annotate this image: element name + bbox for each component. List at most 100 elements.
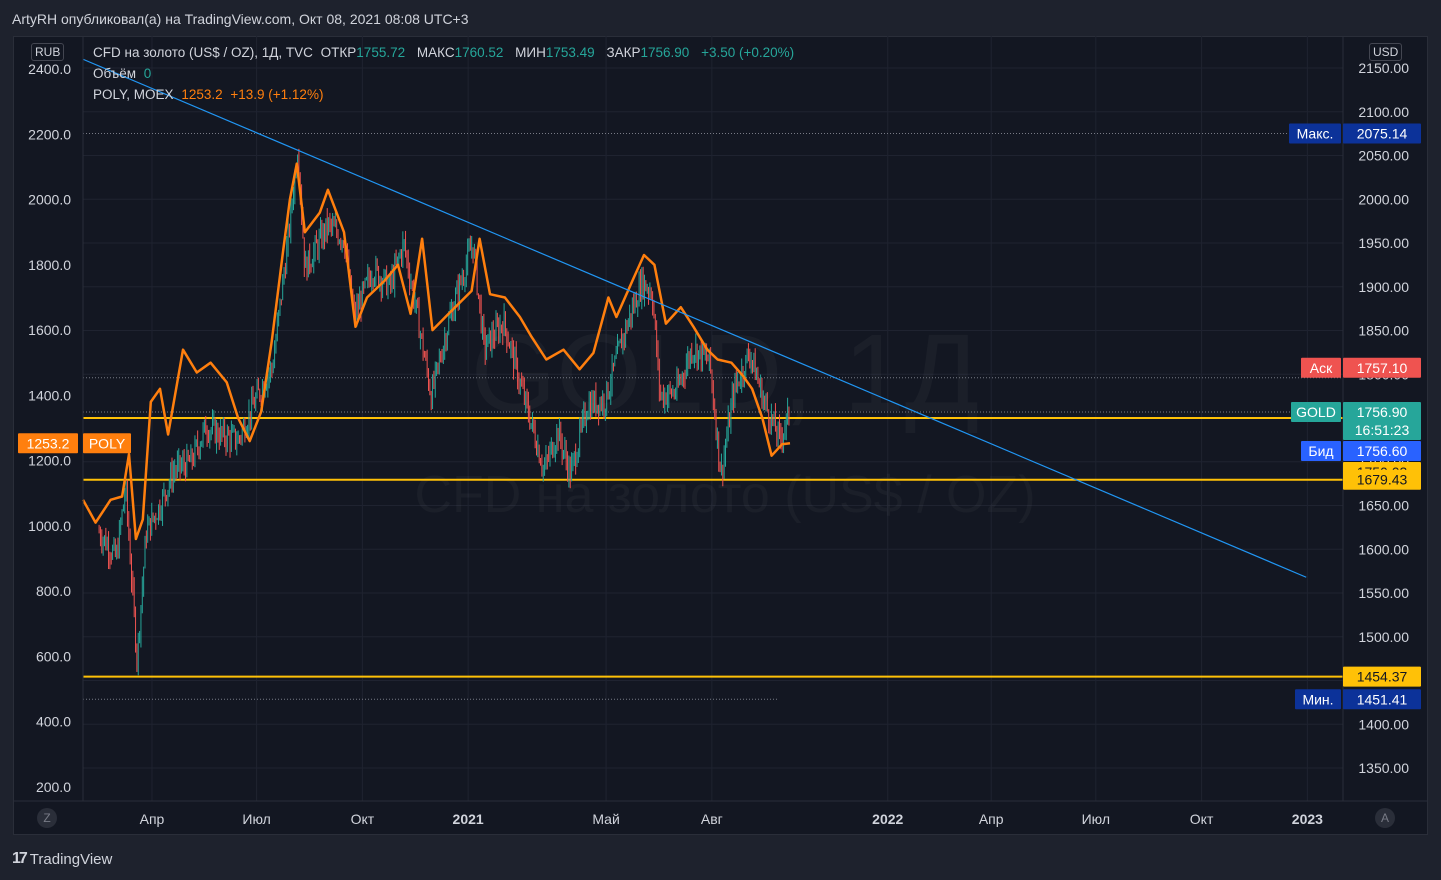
log-scale-toggle[interactable]: Z bbox=[37, 808, 57, 828]
left-axis-tick: 1600.0 bbox=[28, 322, 71, 338]
time-axis-tick: Авг bbox=[701, 811, 723, 827]
min-label: Мин. bbox=[1302, 691, 1333, 707]
time-axis-tick: 2023 bbox=[1292, 811, 1323, 827]
right-axis-tick: 1350.00 bbox=[1358, 760, 1409, 776]
tradingview-logo-icon: 17 bbox=[12, 850, 28, 867]
watermark-description: CFD на золото (US$ / OZ) bbox=[414, 466, 1035, 524]
right-axis-unit[interactable]: USD bbox=[1369, 43, 1403, 61]
legend-open-value: 1755.72 bbox=[356, 45, 406, 60]
left-axis-tick: 1400.0 bbox=[28, 387, 71, 403]
legend-poly-value: 1253.2 bbox=[181, 87, 223, 102]
right-axis-tick: 2150.00 bbox=[1358, 60, 1409, 76]
ask-label: Аск bbox=[1310, 360, 1333, 376]
legend-main[interactable]: CFD на золото (US$ / OZ), 1Д, TVC ОТКР17… bbox=[93, 45, 798, 60]
level2-value: 1679.43 bbox=[1357, 472, 1408, 488]
left-axis-tick: 2000.0 bbox=[28, 192, 71, 208]
max-value: 2075.14 bbox=[1357, 126, 1408, 142]
left-axis-tick: 1000.0 bbox=[28, 518, 71, 534]
poly-axis-label-bg bbox=[83, 433, 131, 454]
time-axis-tick: Апр bbox=[979, 811, 1004, 827]
time-axis-tick: 2021 bbox=[453, 811, 484, 827]
poly-axis-value: 1253.2 bbox=[27, 435, 70, 451]
legend-high-label: МАКС bbox=[416, 45, 455, 60]
left-axis-tick: 1800.0 bbox=[28, 257, 71, 273]
level2-value-bg bbox=[1343, 469, 1421, 490]
right-axis-tick: 1900.00 bbox=[1358, 279, 1409, 295]
left-axis-tick: 600.0 bbox=[36, 648, 71, 664]
ask-label-bg bbox=[1301, 357, 1341, 378]
bid-value: 1756.60 bbox=[1357, 443, 1408, 459]
legend-high-value: 1760.52 bbox=[454, 45, 504, 60]
max-label: Макс. bbox=[1297, 126, 1334, 142]
legend-open-label: ОТКР bbox=[320, 45, 357, 60]
min-value-bg bbox=[1343, 689, 1421, 710]
ask-value-bg bbox=[1343, 357, 1421, 378]
bid-label-bg bbox=[1301, 440, 1341, 461]
time-axis-tick: 2022 bbox=[872, 811, 903, 827]
legend-volume-value: 0 bbox=[143, 66, 152, 81]
level3-value: 1454.37 bbox=[1357, 669, 1408, 685]
bid-value-bg bbox=[1343, 440, 1421, 461]
time-axis-tick: Окт bbox=[351, 811, 375, 827]
right-axis-tick: 2050.00 bbox=[1358, 148, 1409, 164]
trend-line-segment bbox=[82, 58, 1307, 578]
gold-candles bbox=[98, 148, 790, 676]
trend-line[interactable] bbox=[82, 58, 1307, 578]
right-axis-tick: 1400.00 bbox=[1358, 716, 1409, 732]
time-axis-tick: Июл bbox=[242, 811, 270, 827]
watermark-symbol: GOLD, 1Д bbox=[471, 312, 980, 435]
horizontal-levels[interactable] bbox=[83, 133, 1343, 700]
poly-series-line bbox=[81, 162, 791, 541]
max-label-bg bbox=[1289, 123, 1341, 144]
right-axis-tick: 2000.00 bbox=[1358, 191, 1409, 207]
right-axis-tick: 1950.00 bbox=[1358, 235, 1409, 251]
axes: 2150.002100.002050.002000.001950.001900.… bbox=[13, 36, 1428, 827]
gold-value-box-bg bbox=[1343, 401, 1421, 440]
time-axis-tick: Июл bbox=[1082, 811, 1110, 827]
poly-axis-value-bg bbox=[18, 433, 78, 454]
footer[interactable]: 17 TradingView bbox=[12, 848, 112, 870]
poly-line bbox=[81, 162, 791, 541]
right-axis-tick: 1650.00 bbox=[1358, 498, 1409, 514]
price-labels: Макс. 2075.14 Аск 1757.10 GOLD 1756.90 16:51:2… bbox=[18, 123, 1421, 710]
legend-title: CFD на золото (US$ / OZ), 1Д, TVC bbox=[93, 45, 313, 60]
left-axis-tick: 400.0 bbox=[36, 714, 71, 730]
right-axis-tick: 1850.00 bbox=[1358, 323, 1409, 339]
legend-change: +3.50 (+0.20%) bbox=[701, 45, 795, 60]
min-value: 1451.41 bbox=[1357, 691, 1408, 707]
time-axis-tick: Апр bbox=[140, 811, 165, 827]
time-axis-tick: Май bbox=[592, 811, 619, 827]
level3-value-bg bbox=[1343, 666, 1421, 687]
left-axis-tick: 2400.0 bbox=[28, 61, 71, 77]
gold-timer: 16:51:23 bbox=[1355, 422, 1410, 438]
gold-price: 1756.90 bbox=[1357, 404, 1408, 420]
left-axis-tick: 1200.0 bbox=[28, 453, 71, 469]
legend-close-value: 1756.90 bbox=[640, 45, 690, 60]
right-axis-tick: 2100.00 bbox=[1358, 104, 1409, 120]
left-axis-unit[interactable]: RUB bbox=[31, 43, 65, 61]
poly-axis-label: POLY bbox=[89, 435, 126, 451]
gold-label: GOLD bbox=[1296, 404, 1336, 420]
legend-poly-change: +13.9 (+1.12%) bbox=[230, 87, 324, 102]
legend-poly-label: POLY, MOEX bbox=[93, 87, 174, 102]
legend-poly[interactable]: POLY, MOEX 1253.2 +13.9 (+1.12%) bbox=[93, 87, 327, 102]
left-axis-tick: 2200.0 bbox=[28, 126, 71, 142]
legend-close-label: ЗАКР bbox=[606, 45, 641, 60]
ask-value: 1757.10 bbox=[1357, 360, 1408, 376]
min-label-bg bbox=[1295, 689, 1341, 710]
left-axis-tick: 800.0 bbox=[36, 583, 71, 599]
auto-scale-toggle[interactable]: A bbox=[1375, 808, 1395, 828]
right-axis-tick: 1500.00 bbox=[1358, 629, 1409, 645]
gold-label-bg bbox=[1291, 401, 1341, 422]
chart-canvas[interactable]: GOLD, 1Д CFD на золото (US$ / OZ) 2150.0… bbox=[13, 36, 1428, 835]
publication-header: ArtyRH опубликовал(а) на TradingView.com… bbox=[12, 11, 469, 27]
right-axis-tick: 1550.00 bbox=[1358, 585, 1409, 601]
legend-low-value: 1753.49 bbox=[545, 45, 595, 60]
legend-volume-label: Объём bbox=[93, 66, 137, 81]
left-axis-tick: 200.0 bbox=[36, 779, 71, 795]
bid-label: Бид bbox=[1308, 443, 1333, 459]
legend-volume[interactable]: Объём 0 bbox=[93, 66, 155, 81]
right-axis-tick: 1600.00 bbox=[1358, 541, 1409, 557]
legend-low-label: МИН bbox=[515, 45, 546, 60]
max-value-bg bbox=[1343, 123, 1421, 144]
